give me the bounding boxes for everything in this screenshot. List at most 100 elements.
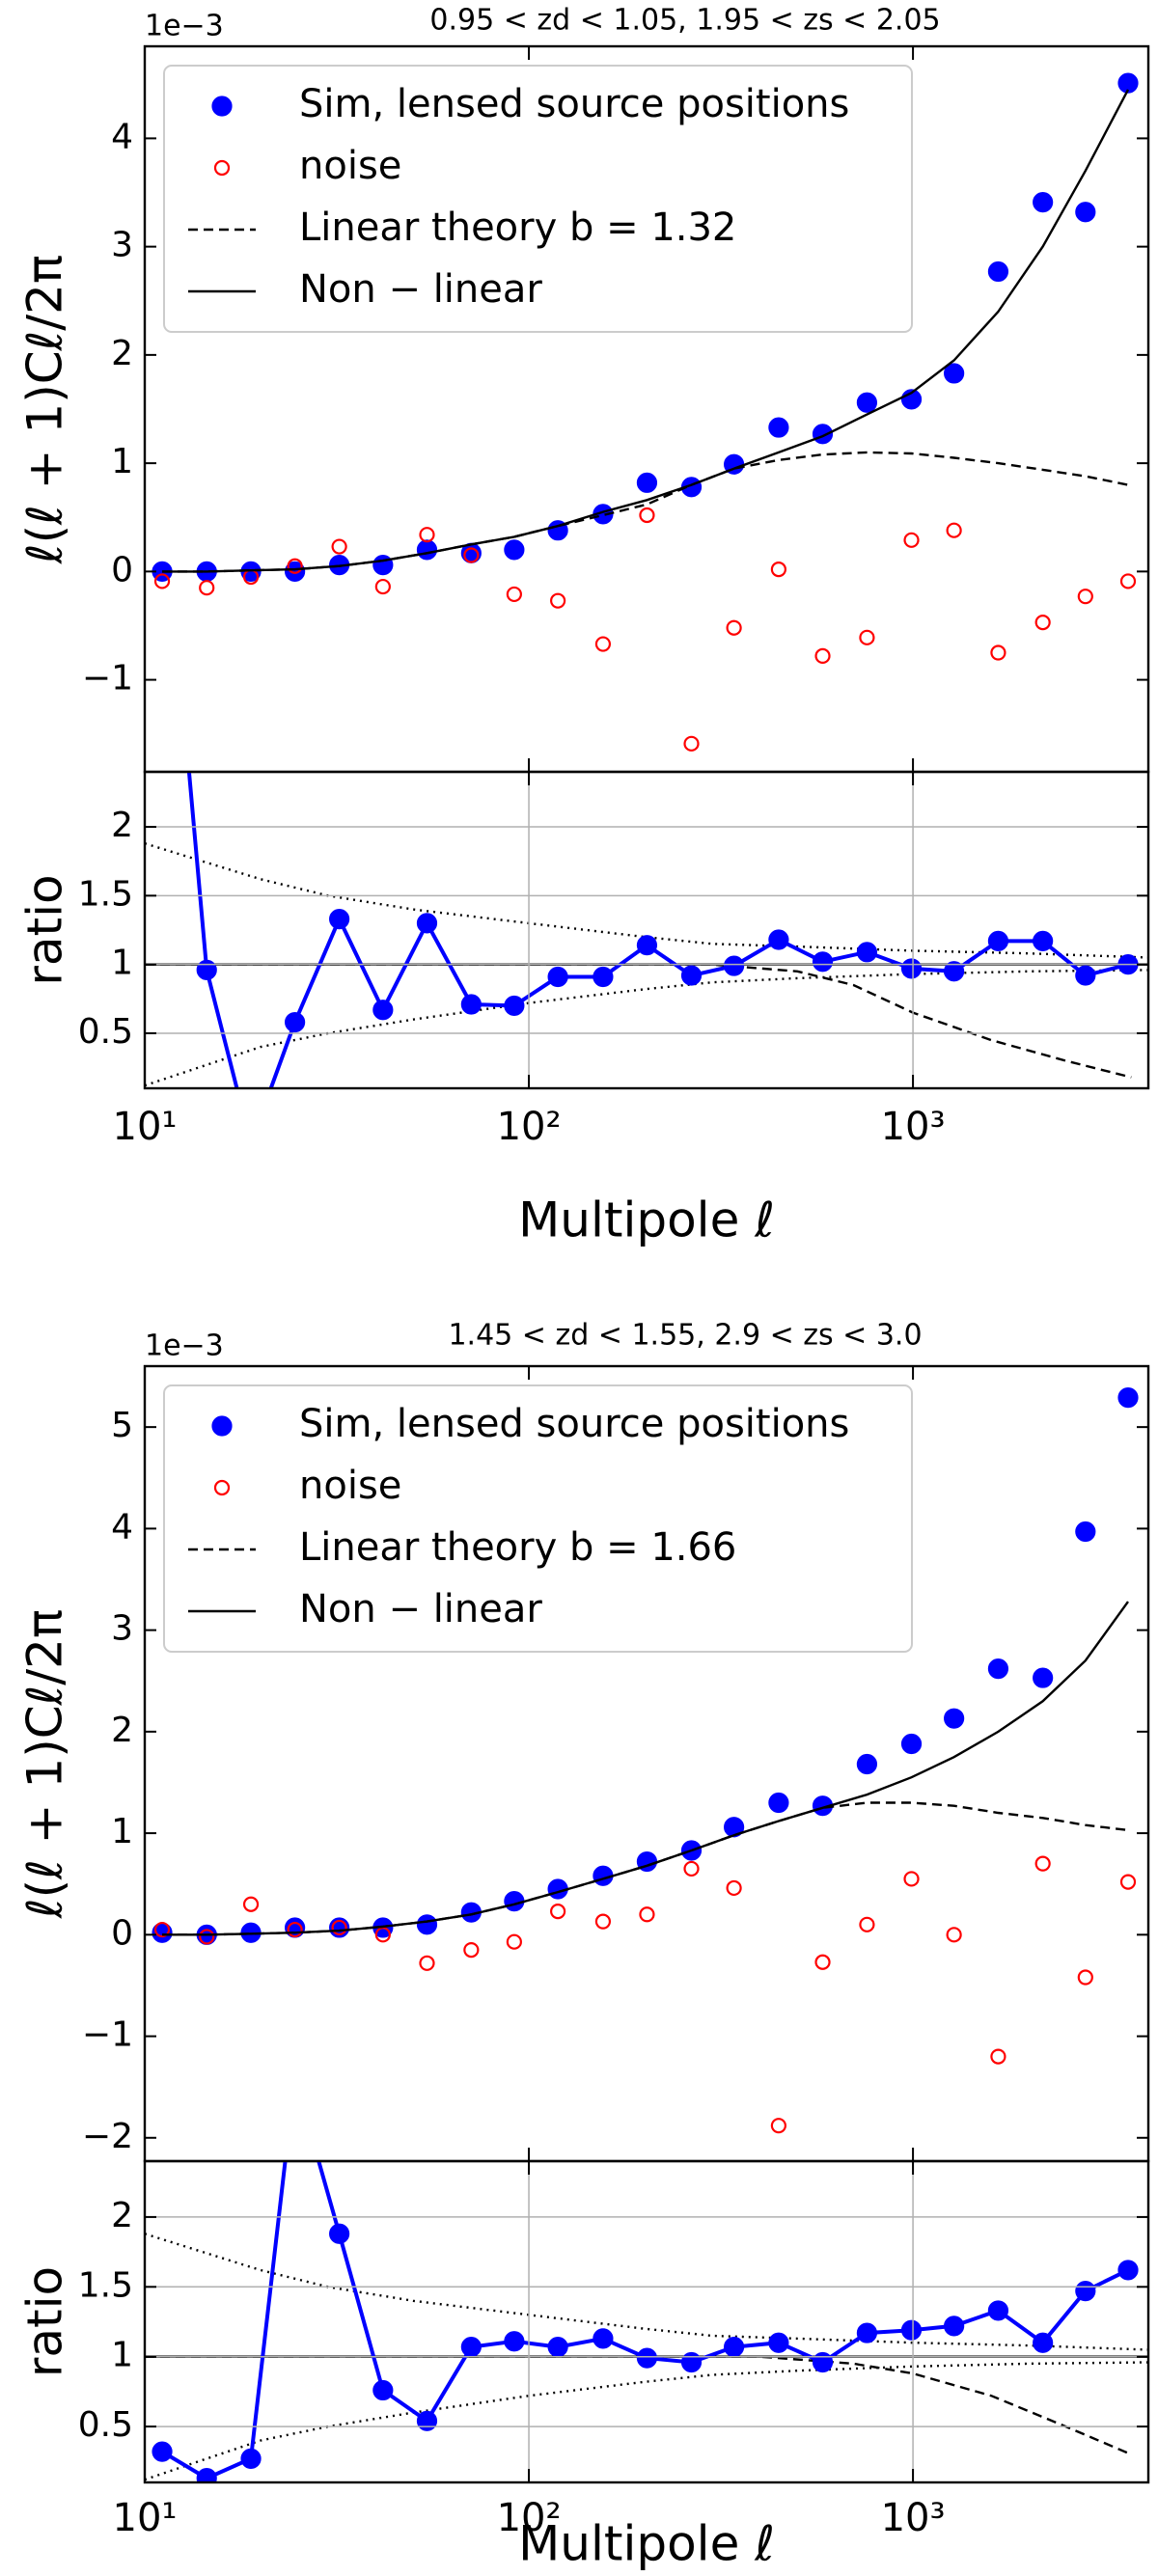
data-point bbox=[768, 417, 789, 438]
data-point bbox=[726, 619, 742, 636]
data-point bbox=[199, 580, 215, 596]
data-point bbox=[724, 955, 745, 976]
data-point bbox=[460, 994, 482, 1015]
legend-box bbox=[163, 65, 913, 333]
data-point bbox=[463, 1942, 480, 1959]
data-point bbox=[814, 1954, 831, 1970]
data-point bbox=[946, 522, 962, 538]
y-tick-label: 3 bbox=[111, 1609, 133, 1649]
data-point bbox=[547, 966, 568, 988]
data-point bbox=[153, 573, 171, 589]
data-point bbox=[987, 260, 1009, 283]
data-point bbox=[287, 558, 303, 574]
data-point bbox=[990, 644, 1006, 661]
data-point bbox=[374, 1927, 391, 1943]
data-point bbox=[287, 1921, 303, 1938]
data-point bbox=[1033, 192, 1054, 213]
data-point bbox=[285, 561, 306, 582]
data-point bbox=[856, 2322, 878, 2343]
data-point bbox=[329, 2223, 350, 2244]
legend-marker bbox=[211, 1415, 233, 1437]
data-point bbox=[859, 629, 875, 645]
data-point bbox=[1075, 1521, 1096, 1543]
data-point bbox=[987, 2300, 1009, 2321]
series-line bbox=[145, 2361, 1148, 2481]
data-point bbox=[1033, 930, 1054, 952]
frame bbox=[143, 2159, 1150, 2484]
y-tick-label: 1 bbox=[111, 1812, 133, 1851]
data-point bbox=[724, 2336, 745, 2358]
y-axis-label: ratio bbox=[17, 2266, 73, 2377]
legend-label: noise bbox=[299, 1464, 401, 1508]
data-point bbox=[1075, 2281, 1096, 2302]
legend-label: noise bbox=[299, 144, 401, 188]
data-point bbox=[152, 2441, 173, 2462]
y-axis-label: ratio bbox=[17, 874, 73, 985]
data-point bbox=[242, 1135, 261, 1153]
data-point bbox=[944, 961, 965, 982]
series-line bbox=[162, 89, 1130, 573]
plot-area bbox=[152, 72, 1139, 752]
frame bbox=[143, 770, 1150, 1090]
data-point bbox=[416, 1914, 438, 1935]
data-point bbox=[944, 1708, 965, 1729]
plot-area bbox=[145, 772, 1148, 1153]
data-point bbox=[593, 2328, 614, 2349]
chart-title: 0.95 < zd < 1.05, 1.95 < zs < 2.05 bbox=[429, 4, 940, 38]
y-tick-label: 1.5 bbox=[78, 2265, 133, 2305]
y-tick-label: −1 bbox=[82, 659, 133, 699]
x-tick-label: 10¹ bbox=[113, 1105, 178, 1149]
data-point bbox=[903, 1871, 920, 1887]
offset-text: 1e−3 bbox=[145, 10, 224, 43]
legend-label: Sim, lensed source positions bbox=[299, 82, 849, 126]
y-tick-label: 2 bbox=[111, 1711, 133, 1750]
data-point bbox=[504, 1890, 525, 1912]
y-tick-label: −2 bbox=[82, 2117, 133, 2156]
series-line bbox=[145, 2355, 1132, 2456]
y-tick-label: 4 bbox=[111, 117, 133, 156]
series-line bbox=[145, 842, 1148, 959]
y-tick-label: −1 bbox=[82, 2015, 133, 2055]
data-point bbox=[285, 1011, 306, 1033]
legend-marker bbox=[211, 96, 233, 117]
y-axis-label: ℓ(ℓ + 1)Cℓ/2π bbox=[17, 1609, 73, 1919]
data-point bbox=[1117, 72, 1139, 94]
data-point bbox=[814, 647, 831, 665]
data-point bbox=[240, 2448, 262, 2469]
y-tick-label: 1 bbox=[111, 2336, 133, 2375]
data-point bbox=[196, 2468, 217, 2482]
y-tick-label: 2 bbox=[111, 2196, 133, 2235]
data-point bbox=[944, 363, 965, 384]
data-point bbox=[639, 507, 655, 524]
data-point bbox=[506, 1933, 522, 1950]
y-tick-label: 4 bbox=[111, 1507, 133, 1547]
series-line bbox=[186, 772, 1129, 1088]
offset-text: 1e−3 bbox=[145, 1329, 224, 1363]
x-axis-label: Multipole ℓ bbox=[518, 2516, 775, 2572]
data-point bbox=[504, 995, 525, 1017]
y-tick-label: 0.5 bbox=[78, 2405, 133, 2445]
series-line bbox=[162, 451, 1129, 573]
x-tick-label: 10¹ bbox=[113, 2496, 178, 2540]
data-point bbox=[199, 1929, 215, 1945]
data-point bbox=[286, 2069, 304, 2087]
legend-box bbox=[163, 1384, 913, 1653]
data-point bbox=[900, 958, 923, 979]
data-point bbox=[504, 2331, 525, 2352]
data-point bbox=[594, 1913, 612, 1930]
data-point bbox=[680, 2351, 703, 2373]
data-point bbox=[990, 2048, 1006, 2065]
data-point bbox=[463, 547, 480, 563]
data-point bbox=[639, 1906, 655, 1923]
legend-label: Linear theory b = 1.66 bbox=[299, 1525, 736, 1570]
data-point bbox=[768, 929, 789, 950]
x-tick-label: 10³ bbox=[881, 1105, 946, 1149]
plot-area bbox=[145, 2069, 1148, 2482]
data-point bbox=[726, 1879, 742, 1897]
data-point bbox=[1033, 1667, 1054, 1688]
data-point bbox=[1117, 1387, 1139, 1409]
data-point bbox=[153, 1921, 171, 1938]
legend-label: Linear theory b = 1.32 bbox=[299, 206, 736, 250]
data-point bbox=[768, 2332, 789, 2353]
data-point bbox=[1077, 1969, 1093, 1986]
